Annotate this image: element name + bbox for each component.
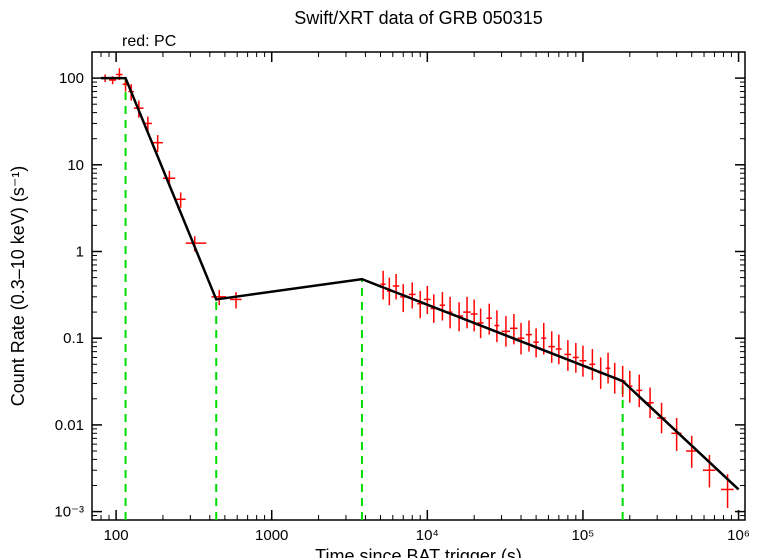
chart-container: 100 1000 10⁴ 10⁵ 10⁶ 10⁻³ 0.01 0.1 1 10 100 Swift/X… bbox=[0, 0, 765, 558]
xtick-label: 1000 bbox=[255, 527, 288, 544]
ytick-label: 0.1 bbox=[63, 330, 84, 347]
model-line bbox=[101, 78, 739, 489]
legend-text: red: PC bbox=[122, 33, 176, 50]
ytick-label: 0.01 bbox=[55, 417, 84, 434]
ytick-label: 100 bbox=[59, 70, 84, 87]
chart-title: Swift/XRT data of GRB 050315 bbox=[294, 8, 542, 28]
ytick-label: 10⁻³ bbox=[54, 504, 84, 521]
y-axis-label: Count Rate (0.3–10 keV) (s⁻¹) bbox=[8, 166, 28, 407]
xtick-label: 10⁶ bbox=[727, 527, 750, 544]
xtick-label: 10⁵ bbox=[571, 527, 594, 544]
xtick-label: 10⁴ bbox=[416, 527, 439, 544]
xtick-label: 100 bbox=[104, 527, 129, 544]
ytick-label: 1 bbox=[76, 243, 84, 260]
chart-svg: 100 1000 10⁴ 10⁵ 10⁶ 10⁻³ 0.01 0.1 1 10 100 Swift/X… bbox=[0, 0, 765, 558]
plot-box bbox=[92, 52, 745, 520]
x-axis-label: Time since BAT trigger (s) bbox=[315, 546, 522, 558]
ytick-label: 10 bbox=[67, 157, 84, 174]
